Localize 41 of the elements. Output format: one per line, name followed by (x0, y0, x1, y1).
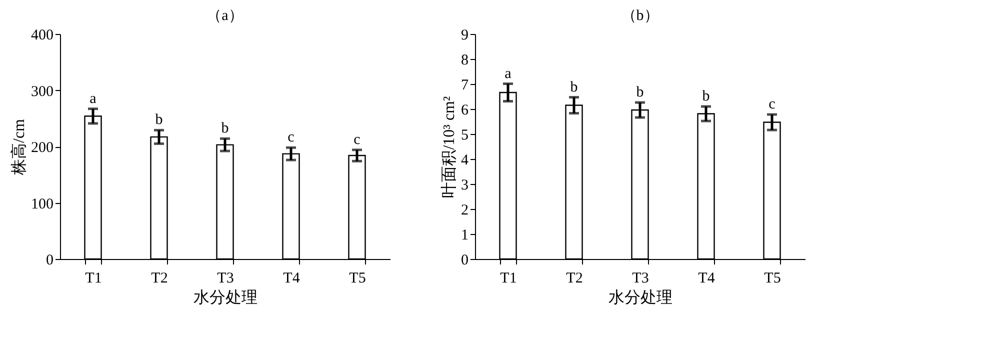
annotation: b (636, 84, 644, 100)
annotation: b (221, 120, 229, 137)
y-tick-label: 1 (461, 228, 468, 244)
x-tick-label: T2 (151, 270, 168, 286)
y-tick-label: 2 (461, 202, 468, 218)
chart-title: （b） (621, 8, 659, 24)
x-tick-label: T5 (764, 270, 781, 286)
y-tick-label: 3 (461, 178, 468, 194)
y-tick-label: 0 (46, 252, 54, 268)
annotation: a (504, 66, 512, 82)
chart-title: （a） (206, 8, 244, 24)
x-tick-label: T3 (217, 270, 234, 286)
annotation: b (702, 88, 710, 104)
annotation: c (354, 132, 361, 148)
y-tick-label: 0 (461, 252, 468, 268)
x-tick-label: T1 (85, 270, 102, 286)
x-tick-label: T4 (283, 270, 300, 286)
x-tick-label: T2 (566, 270, 583, 286)
annotation: b (570, 79, 578, 96)
y-tick-label: 7 (461, 78, 469, 94)
annotation: c (288, 130, 295, 146)
y-tick-label: 4 (461, 152, 469, 168)
x-tick-label: T5 (349, 270, 366, 286)
annotation: c (768, 96, 776, 112)
y-tick-label: 8 (461, 52, 468, 68)
x-tick-label: T1 (500, 270, 517, 286)
y-tick-label: 100 (31, 196, 54, 212)
annotation: a (90, 90, 97, 107)
annotation: b (155, 112, 163, 128)
y-tick-label: 300 (31, 84, 54, 100)
y-tick-label: 400 (31, 28, 54, 44)
x-axis-title: 水分处理 (608, 288, 672, 306)
y-axis-title: 叶面积/10³ cm² (440, 96, 458, 198)
y-tick-label: 200 (31, 140, 54, 156)
y-tick-label: 5 (461, 128, 468, 144)
x-tick-label: T3 (632, 270, 649, 286)
y-tick-label: 9 (461, 28, 468, 44)
y-axis-title: 株高/cm (10, 118, 28, 176)
x-axis-title: 水分处理 (194, 288, 258, 306)
x-tick-label: T4 (698, 270, 716, 286)
y-tick-label: 6 (461, 102, 469, 118)
